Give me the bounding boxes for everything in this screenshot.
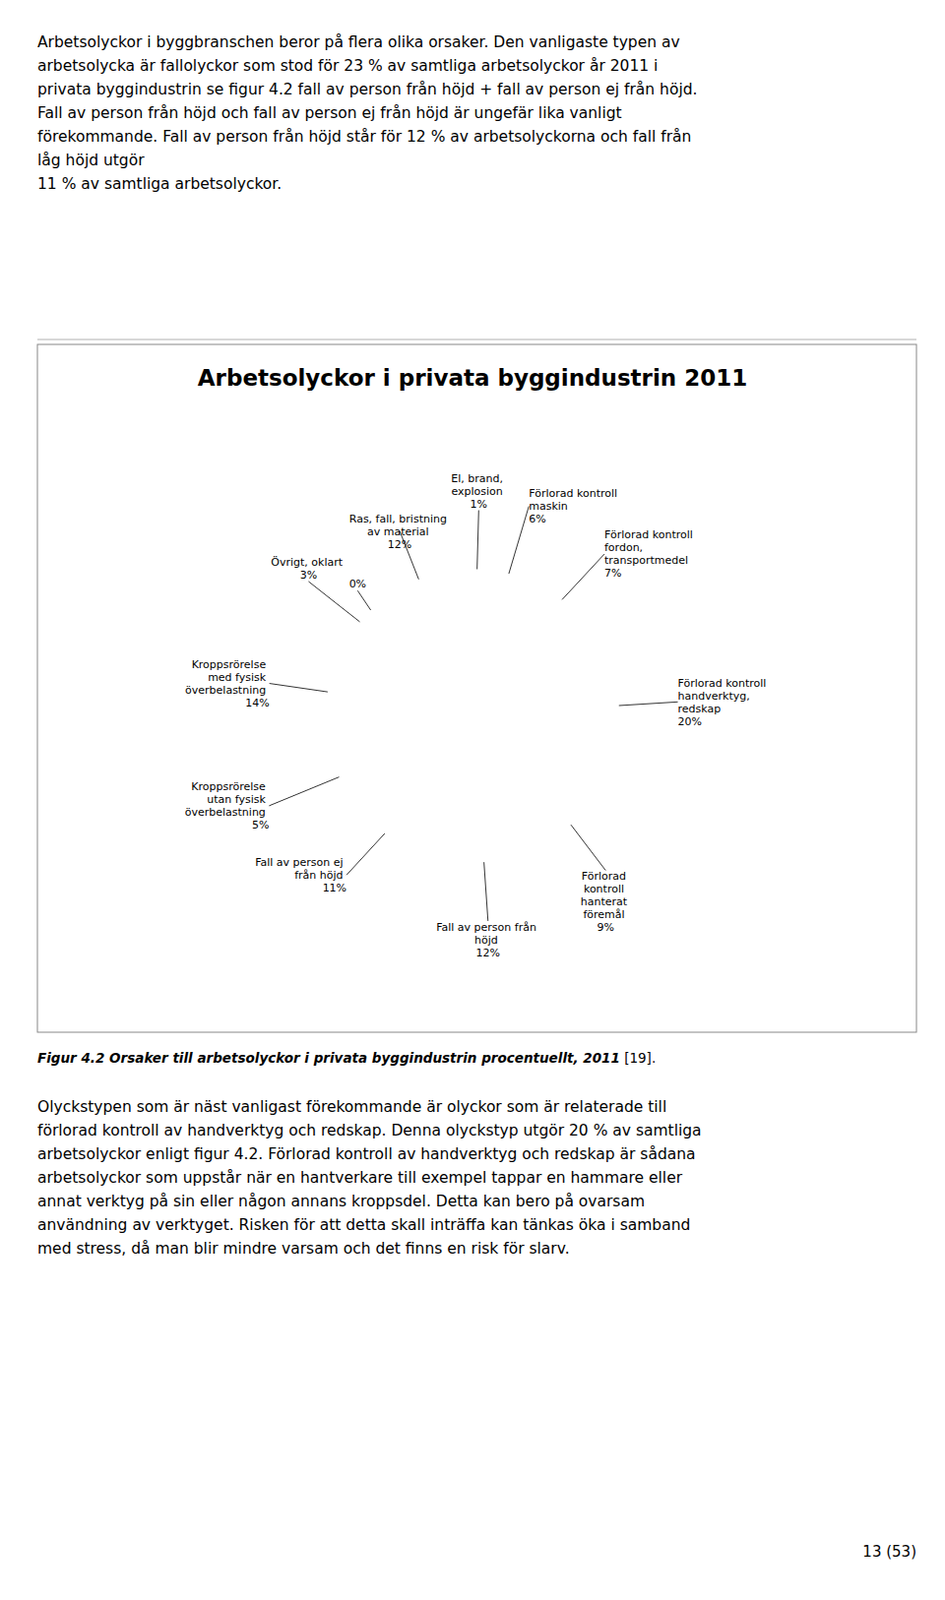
label-line: Fall av person från <box>436 921 537 935</box>
data-label: 12% <box>476 946 501 960</box>
data-label: 6% <box>528 512 546 526</box>
separator <box>37 339 917 341</box>
category-label: Förlorad kontroll fordon, transportmedel <box>604 528 696 567</box>
paragraph-line: förlorad kontroll av handverktyg och red… <box>37 1122 702 1140</box>
label-line: från höjd <box>294 869 343 882</box>
category-label: Förlorad kontroll hanterat föremål <box>580 870 631 922</box>
paragraph-line: 11 % av samtliga arbetsolyckor. <box>37 175 282 193</box>
page-number: 13 (53) <box>862 1543 917 1562</box>
label-line: Förlorad kontroll <box>528 487 618 501</box>
slice-label: Ras, fall, bristning av material 12% <box>349 512 451 552</box>
category-label: Övrigt, oklart <box>270 556 343 569</box>
slice-label: Förlorad kontroll hanterat föremål 9% <box>580 870 631 935</box>
data-label: 3% <box>300 568 317 582</box>
leader-line <box>562 554 605 600</box>
slice-label: Kroppsrörelse utan fysisk överbelastning… <box>185 780 270 832</box>
data-label: 9% <box>596 921 614 935</box>
label-line: utan fysisk <box>206 793 266 807</box>
label-line: överbelastning <box>185 806 266 819</box>
label-line: överbelastning <box>185 684 266 697</box>
slice-label: 0% <box>349 577 367 591</box>
category-label: Kroppsrörelse med fysisk överbelastning <box>185 658 270 697</box>
data-label: 11% <box>322 882 347 895</box>
paragraph-line: privata byggindustrin se figur 4.2 fall … <box>37 80 698 99</box>
label-line: Ras, fall, bristning <box>349 512 447 526</box>
paragraph-line: Olyckstypen som är näst vanligast föreko… <box>37 1098 667 1117</box>
slice-label: El, brand, explosion 1% <box>450 472 506 511</box>
category-label: Kroppsrörelse utan fysisk överbelastning <box>185 780 270 819</box>
label-line: handverktyg, <box>678 690 751 703</box>
data-label: 20% <box>678 715 702 729</box>
leader-line <box>477 510 480 570</box>
caption-reference: [19]. <box>620 1050 656 1067</box>
data-label: 0% <box>349 577 367 591</box>
label-line: Kroppsrörelse <box>190 780 266 794</box>
paragraph-line: användning av verktyget. Risken för att … <box>37 1216 691 1235</box>
leader-line <box>268 777 339 807</box>
label-line: Kroppsrörelse <box>191 658 267 672</box>
data-label: 12% <box>387 538 412 552</box>
label-line: Fall av person ej <box>254 856 343 870</box>
chart-frame <box>37 344 917 1033</box>
label-line: explosion <box>450 485 503 499</box>
chart-title: Arbetsolyckor i privata byggindustrin 20… <box>197 365 748 391</box>
slice-label: Förlorad kontroll fordon, transportmedel… <box>604 528 696 580</box>
slice-label: Fall av person ej från höjd 11% <box>254 856 347 895</box>
category-label: Förlorad kontroll maskin <box>528 487 621 513</box>
label-line: hanterat <box>580 895 629 909</box>
label-line: av material <box>367 525 430 539</box>
data-label: 1% <box>470 498 488 511</box>
data-label: 5% <box>252 819 269 832</box>
label-line: Förlorad kontroll <box>678 677 767 691</box>
paragraph-line: annat verktyg på sin eller någon annans … <box>37 1193 645 1211</box>
slice-label: Övrigt, oklart 3% <box>270 556 346 582</box>
leader-line <box>570 824 606 871</box>
slice-label: Förlorad kontroll maskin 6% <box>528 487 621 526</box>
label-line: höjd <box>474 934 499 947</box>
background <box>0 0 945 1600</box>
category-label: Förlorad kontroll handverktyg, redskap <box>678 677 770 716</box>
category-label: Fall av person ej från höjd <box>254 856 347 882</box>
paragraph-line: med stress, då man blir mindre varsam oc… <box>37 1240 570 1259</box>
slice-label: Kroppsrörelse med fysisk överbelastning … <box>185 658 270 710</box>
label-line: med fysisk <box>207 671 267 685</box>
slice-label: Förlorad kontroll handverktyg, redskap 2… <box>678 677 770 729</box>
paragraph-line: arbetsolyckor enligt figur 4.2. Förlorad… <box>37 1145 696 1164</box>
leader-line <box>357 590 371 611</box>
paragraph: Arbetsolyckor i byggbranschen beror på f… <box>37 33 698 193</box>
leader-line <box>269 684 328 693</box>
label-line: föremål <box>582 908 625 922</box>
label-line: Förlorad kontroll <box>604 528 693 542</box>
label-line: redskap <box>678 702 722 716</box>
category-label: El, brand, explosion <box>450 472 506 499</box>
paragraph-line: arbetsolyckor som uppstår när en hantver… <box>37 1169 684 1188</box>
slice-label: Fall av person från höjd 12% <box>436 921 540 960</box>
data-label: 14% <box>245 696 269 710</box>
label-line: maskin <box>528 500 568 513</box>
paragraph-line: Fall av person från höjd och fall av per… <box>37 104 623 123</box>
label-line: transportmedel <box>604 554 689 567</box>
paragraph-line: arbetsolycka är fallolyckor som stod för… <box>37 57 658 75</box>
pie-labels: El, brand, explosion 1% Förlorad kontroll… <box>185 472 770 960</box>
label-line: Övrigt, oklart <box>270 556 343 569</box>
paragraph-line: förekommande. Fall av person från höjd s… <box>37 127 692 146</box>
leader-line <box>484 862 489 922</box>
category-label: Fall av person från höjd <box>436 921 540 947</box>
leader-line <box>619 701 679 706</box>
page: Arbetsolyckor i byggbranschen beror på f… <box>0 0 945 1600</box>
label-line: fordon, <box>604 541 643 555</box>
caption: Figur 4.2 Orsaker till arbetsolyckor i p… <box>37 1050 621 1067</box>
paragraph-line: Arbetsolyckor i byggbranschen beror på f… <box>37 33 681 52</box>
leader-line <box>508 505 529 574</box>
label-line: Förlorad <box>581 870 627 883</box>
label-line: El, brand, <box>450 472 504 486</box>
leader-line <box>346 833 385 876</box>
data-label: 7% <box>604 567 622 580</box>
paragraph-line: låg höjd utgör <box>37 151 145 170</box>
category-label: Ras, fall, bristning av material <box>349 512 451 539</box>
label-line: kontroll <box>583 882 625 896</box>
paragraph: Olyckstypen som är näst vanligast föreko… <box>37 1098 702 1259</box>
